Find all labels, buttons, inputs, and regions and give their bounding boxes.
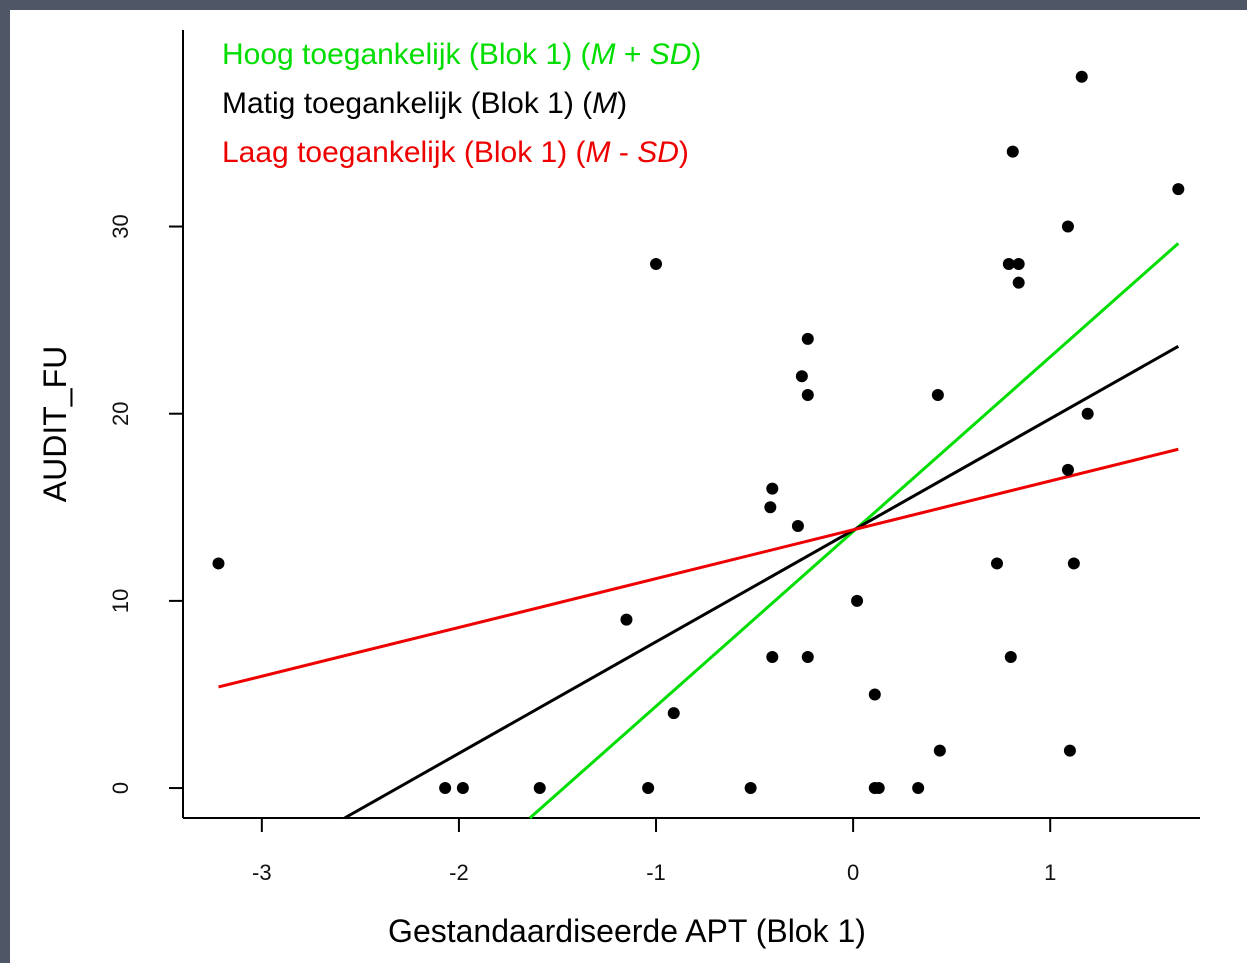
line-matig-toegankelijk	[343, 345, 1180, 820]
y-ticks: 0 10 20 30	[108, 214, 183, 794]
data-point	[868, 688, 881, 701]
data-point	[1081, 407, 1094, 420]
data-point	[766, 482, 779, 495]
x-axis-title: Gestandaardiseerde APT (Blok 1)	[388, 913, 866, 949]
axes-group	[182, 30, 1200, 819]
data-point	[667, 707, 680, 720]
data-point	[620, 613, 633, 626]
data-point	[872, 782, 885, 795]
data-point	[912, 782, 925, 795]
data-point	[650, 257, 663, 270]
y-tick-label: 30	[108, 214, 133, 238]
legend-laag-prefix: Laag toegankelijk (Blok 1) (	[222, 136, 586, 169]
legend-item-laag: Laag toegankelijk (Blok 1) (M - SD)	[222, 136, 689, 169]
legend-hoog-suffix: )	[691, 38, 701, 71]
data-point	[990, 557, 1003, 570]
data-point	[1061, 463, 1074, 476]
data-point	[1063, 744, 1076, 757]
data-point	[1012, 257, 1025, 270]
legend-hoog-sd: SD	[650, 38, 692, 71]
data-point	[1002, 257, 1015, 270]
x-tick-label: -2	[449, 860, 469, 885]
data-point	[851, 594, 864, 607]
data-point	[1061, 220, 1074, 233]
data-point	[439, 782, 452, 795]
x-tick-label: 0	[847, 860, 859, 885]
regression-lines	[218, 242, 1180, 820]
data-point	[795, 370, 808, 383]
y-tick-label: 20	[108, 401, 133, 425]
data-point	[1067, 557, 1080, 570]
data-point	[801, 388, 814, 401]
y-tick-label: 0	[108, 782, 133, 794]
x-tick-label: -1	[646, 860, 666, 885]
legend-laag-mid: -	[611, 136, 638, 169]
data-point	[1012, 276, 1025, 289]
data-point	[801, 332, 814, 345]
data-point	[1075, 70, 1088, 83]
line-laag-toegankelijk	[218, 447, 1179, 689]
plot-frame	[10, 10, 1247, 963]
legend-hoog-mid: +	[616, 38, 650, 71]
y-axis-title: AUDIT_FU	[37, 346, 73, 502]
legend-laag-m: M	[586, 136, 611, 169]
data-point	[764, 501, 777, 514]
data-point	[766, 651, 779, 664]
data-point	[801, 651, 814, 664]
x-tick-label: -3	[252, 860, 272, 885]
data-points	[212, 70, 1185, 795]
data-point	[791, 520, 804, 533]
data-point	[1004, 651, 1017, 664]
legend-laag-suffix: )	[679, 136, 689, 169]
data-point	[456, 782, 469, 795]
data-point	[933, 744, 946, 757]
data-point	[212, 557, 225, 570]
data-point	[642, 782, 655, 795]
legend-matig-suffix: )	[617, 87, 627, 120]
legend-item-hoog: Hoog toegankelijk (Blok 1) (M + SD)	[222, 38, 701, 71]
legend-laag-sd: SD	[637, 136, 679, 169]
data-point	[533, 782, 546, 795]
legend: Hoog toegankelijk (Blok 1) (M + SD) Mati…	[222, 38, 701, 169]
legend-hoog-m: M	[591, 38, 616, 71]
legend-item-matig: Matig toegankelijk (Blok 1) (M)	[222, 87, 627, 120]
y-tick-label: 10	[108, 589, 133, 613]
x-ticks: -3 -2 -1 0 1	[252, 818, 1056, 885]
x-tick-label: 1	[1044, 860, 1056, 885]
legend-matig-prefix: Matig toegankelijk (Blok 1) (	[222, 87, 592, 120]
legend-hoog-prefix: Hoog toegankelijk (Blok 1) (	[222, 38, 591, 71]
data-point	[1006, 145, 1019, 158]
data-point	[1172, 183, 1185, 196]
data-point	[744, 782, 757, 795]
data-point	[931, 388, 944, 401]
legend-matig-m: M	[592, 87, 617, 120]
